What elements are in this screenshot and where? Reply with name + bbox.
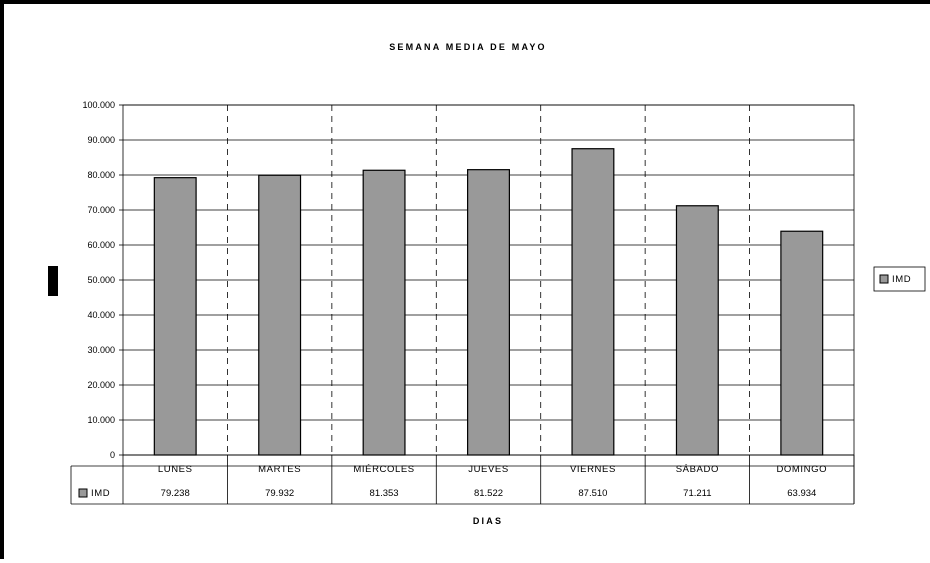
y-tick-label: 50.000 bbox=[87, 275, 115, 285]
data-table: LUNES 79.238 MARTES 79.932 MIÉRCOLES 81.353 JU… bbox=[70, 455, 855, 505]
table-series-name: IMD bbox=[91, 488, 110, 499]
legend-label: IMD bbox=[892, 274, 911, 285]
bar bbox=[153, 177, 197, 456]
bar bbox=[780, 230, 824, 456]
bar bbox=[258, 174, 302, 456]
chart-canvas: SEMANA MEDIA DE MAYO DIAS 0 10.000 20.000 3… bbox=[48, 42, 926, 526]
y-axis-ticks: 0 10.000 20.000 30.000 40.000 50.000 60.000 70.… bbox=[82, 100, 123, 460]
legend-swatch bbox=[879, 274, 889, 284]
data-label: 79.238 bbox=[161, 488, 190, 499]
y-tick-label: 0 bbox=[110, 450, 115, 460]
y-tick-label: 20.000 bbox=[87, 380, 115, 390]
category-label: MIÉRCOLES bbox=[353, 464, 414, 475]
y-tick-label: 90.000 bbox=[87, 135, 115, 145]
data-label: 71.211 bbox=[683, 488, 711, 499]
axis-marker bbox=[48, 266, 58, 296]
legend: IMD bbox=[873, 266, 926, 292]
bar bbox=[362, 169, 406, 456]
y-tick-label: 40.000 bbox=[87, 310, 115, 320]
y-tick-label: 80.000 bbox=[87, 170, 115, 180]
y-tick-label: 60.000 bbox=[87, 240, 115, 250]
category-label: MARTES bbox=[258, 464, 301, 475]
x-axis-label: DIAS bbox=[473, 516, 503, 526]
category-label: DOMINGO bbox=[776, 464, 827, 475]
bar bbox=[571, 148, 615, 456]
category-separators bbox=[227, 105, 750, 455]
category-label: SÁBADO bbox=[676, 464, 719, 475]
data-label: 63.934 bbox=[787, 488, 816, 499]
y-tick-label: 10.000 bbox=[87, 415, 115, 425]
bar bbox=[467, 169, 510, 456]
bar-series bbox=[153, 148, 824, 456]
y-tick-label: 70.000 bbox=[87, 205, 115, 215]
category-label: JUEVES bbox=[468, 464, 509, 475]
data-label: 87.510 bbox=[578, 488, 607, 499]
table-series-swatch bbox=[78, 488, 88, 498]
bar bbox=[675, 205, 719, 456]
data-label: 81.522 bbox=[474, 488, 503, 499]
data-label: 81.353 bbox=[370, 488, 399, 499]
chart-title: SEMANA MEDIA DE MAYO bbox=[389, 42, 547, 52]
category-label: VIERNES bbox=[570, 464, 616, 475]
data-label: 79.932 bbox=[265, 488, 294, 499]
y-tick-label: 30.000 bbox=[87, 345, 115, 355]
y-tick-label: 100.000 bbox=[82, 100, 115, 110]
category-label: LUNES bbox=[158, 464, 193, 475]
